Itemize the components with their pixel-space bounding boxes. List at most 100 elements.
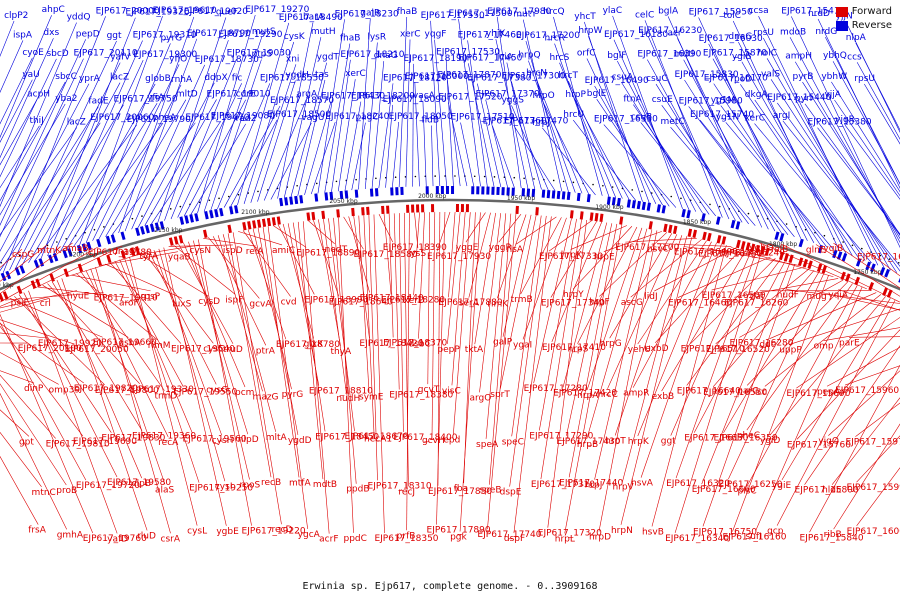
reverse-gene-glyph — [606, 196, 611, 205]
reverse-gene-leader — [448, 102, 468, 187]
reverse-gene-label: EJP617_17360 — [483, 116, 547, 126]
forward-gene-label: EJP617_16250 — [718, 480, 782, 490]
reverse-gene-leader — [15, 62, 121, 268]
reverse-gene-leader — [460, 122, 475, 187]
forward-gene-label: hrpK — [628, 437, 650, 447]
reverse-gene-label: yba2 — [55, 94, 77, 104]
scale-dot — [533, 178, 535, 180]
reverse-gene-label: rpsU — [854, 74, 875, 84]
forward-gene-leader — [570, 225, 628, 250]
reverse-gene-leader — [495, 39, 529, 189]
scale-dot — [208, 199, 211, 202]
forward-gene-glyph — [886, 289, 893, 298]
forward-gene-label: EJP617_18640 — [329, 297, 393, 307]
forward-gene-label: EJP617_17410 — [542, 343, 606, 353]
forward-gene-leader — [114, 260, 184, 387]
legend: Forward Reverse — [835, 6, 892, 34]
reverse-gene-leader — [0, 57, 33, 125]
scale-dot — [375, 177, 377, 180]
forward-gene-glyph — [594, 213, 599, 222]
reverse-gene-leader — [0, 22, 77, 208]
reverse-gene-label: sbcD — [46, 49, 68, 59]
reverse-gene-glyph — [631, 200, 636, 209]
forward-gene-leader — [547, 219, 587, 528]
forward-gene-leader — [823, 327, 900, 341]
reverse-gene-leader — [197, 14, 256, 214]
forward-gene-leader — [609, 233, 673, 339]
forward-gene-label: clpB — [132, 479, 151, 489]
forward-gene-label: ispF — [225, 295, 243, 305]
forward-gene-label: EJP617_18370 — [383, 338, 447, 348]
scale-dot — [414, 175, 417, 178]
forward-gene-label: epd — [443, 435, 460, 445]
forward-gene-leader — [0, 392, 67, 530]
reverse-gene-glyph — [38, 258, 45, 267]
scale-tick-label: 1850 kbp — [683, 219, 711, 226]
reverse-gene-leader — [477, 83, 502, 188]
forward-gene-label: hrpT — [605, 436, 626, 446]
forward-gene-leader — [796, 329, 900, 440]
reverse-gene-label: argA — [296, 90, 318, 100]
reverse-gene-leader — [699, 119, 795, 237]
reverse-gene-label: xerC — [745, 114, 766, 124]
forward-gene-label: amaB — [63, 244, 89, 254]
reverse-gene-leader — [575, 99, 630, 200]
forward-gene-label: gcvA — [249, 299, 272, 309]
forward-gene-label: EJP617_19560 — [182, 434, 246, 444]
reverse-gene-label: EJP617_18550 — [260, 73, 324, 83]
reverse-gene-glyph — [879, 267, 886, 276]
forward-gene-leader — [348, 216, 370, 293]
forward-gene-glyph — [750, 243, 756, 253]
forward-gene-leader — [849, 336, 900, 338]
reverse-gene-label: mutY — [513, 10, 537, 20]
forward-gene-leader — [383, 213, 392, 295]
reverse-gene-glyph — [284, 197, 289, 206]
reverse-gene-label: EJP617_19750 — [114, 95, 178, 105]
forward-gene-leader — [212, 236, 267, 346]
reverse-gene-leader — [554, 43, 610, 197]
reverse-gene-label: EJP617_20000 — [96, 6, 160, 16]
forward-gene-glyph — [687, 228, 693, 238]
reverse-gene-label: EJP617_18500 — [267, 110, 331, 120]
forward-gene-label: rimM — [148, 341, 171, 351]
reverse-gene-glyph — [299, 195, 304, 204]
reverse-gene-label: EJP617_16490 — [585, 76, 649, 86]
forward-gene-leader — [533, 218, 572, 384]
reverse-gene-label: hrcN — [526, 69, 547, 79]
genome-backbone — [0, 198, 900, 291]
scale-tick-label: 2250 kbp — [0, 282, 14, 289]
forward-gene-leader — [14, 296, 105, 386]
reverse-gene-leader — [655, 83, 743, 223]
forward-gene-glyph — [2, 291, 9, 300]
forward-gene-leader — [158, 248, 226, 482]
forward-gene-leader — [712, 270, 815, 388]
reverse-gene-leader — [0, 39, 87, 226]
forward-gene-label: trmB — [511, 295, 533, 305]
reverse-gene-leader — [525, 40, 569, 192]
reverse-gene-leader — [183, 99, 246, 217]
forward-gene-glyph — [821, 265, 828, 274]
forward-gene-leader — [143, 252, 214, 344]
reverse-gene-label: vacA — [413, 91, 436, 101]
scale-tick-label: 1800 kbp — [769, 241, 797, 248]
forward-gene-label: yggR — [489, 243, 512, 253]
forward-gene-leader — [61, 278, 148, 531]
forward-gene-glyph — [648, 221, 653, 230]
reverse-gene-leader — [210, 59, 262, 211]
forward-gene-label: EJP617_19920 — [38, 339, 102, 349]
forward-gene-leader — [789, 308, 900, 345]
forward-gene-glyph — [252, 220, 257, 229]
reverse-gene-leader — [0, 83, 90, 252]
forward-gene-glyph — [168, 237, 174, 246]
forward-gene-glyph — [135, 246, 141, 255]
scale-dot — [218, 197, 220, 200]
forward-gene-label: EJP617_16750 — [693, 527, 757, 537]
forward-gene-label: EJP617_16320 — [666, 479, 730, 489]
reverse-gene-label: EJP617_15980 — [679, 96, 743, 106]
forward-gene-leader — [509, 215, 547, 487]
scale-tick-label: 1750 kbp — [853, 269, 881, 276]
forward-gene-label: EJP617_19250 — [189, 484, 253, 494]
forward-gene-glyph — [745, 242, 751, 251]
forward-gene-leader — [129, 256, 198, 526]
scale-dot — [670, 195, 673, 198]
